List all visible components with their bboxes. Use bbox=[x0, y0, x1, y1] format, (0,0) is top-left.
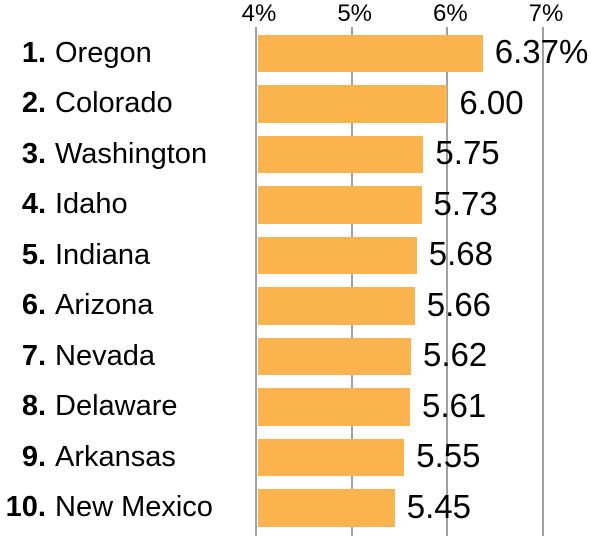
value-label: 6.00 bbox=[459, 83, 524, 121]
bar bbox=[258, 135, 424, 173]
value-label: 6.37% bbox=[494, 33, 589, 71]
axis-tick-label: 6% bbox=[432, 0, 468, 27]
bar bbox=[258, 287, 415, 325]
axis-tick-label: 5% bbox=[337, 0, 372, 27]
bar bbox=[258, 186, 422, 224]
axis-tick-label: 4% bbox=[241, 0, 277, 27]
gridline bbox=[350, 27, 353, 536]
state-name: Arkansas bbox=[55, 440, 176, 473]
state-name: Delaware bbox=[55, 390, 178, 423]
value-label: 5.68 bbox=[428, 235, 493, 273]
rank-number: 5. bbox=[21, 238, 46, 271]
state-name: New Mexico bbox=[55, 491, 213, 524]
row-label: 10. New Mexico bbox=[0, 489, 213, 527]
rank-number: 6. bbox=[21, 289, 46, 322]
rank-number: 9. bbox=[21, 440, 46, 473]
value-label: 5.61 bbox=[422, 386, 487, 424]
value-label: 5.45 bbox=[406, 487, 471, 525]
gridline bbox=[446, 27, 449, 536]
gridline bbox=[542, 27, 544, 536]
value-label: 5.62 bbox=[422, 336, 488, 374]
value-label: 5.73 bbox=[433, 184, 498, 222]
row-label: 2. Colorado bbox=[0, 85, 173, 123]
state-name: Indiana bbox=[55, 238, 151, 271]
rank-number: 10. bbox=[5, 491, 46, 524]
state-name: Arizona bbox=[55, 289, 154, 322]
row-label: 4. Idaho bbox=[0, 186, 128, 224]
rank-number: 3. bbox=[21, 137, 46, 170]
rank-number: 7. bbox=[21, 339, 46, 372]
row-label: 6. Arizona bbox=[0, 287, 154, 325]
bar bbox=[258, 337, 411, 375]
state-name: Colorado bbox=[55, 87, 173, 120]
row-label: 3. Washington bbox=[0, 136, 207, 174]
value-label: 5.66 bbox=[426, 285, 492, 323]
rank-number: 4. bbox=[21, 188, 46, 221]
value-label: 5.75 bbox=[435, 134, 500, 172]
bar bbox=[258, 85, 448, 123]
bar bbox=[258, 489, 395, 527]
bar bbox=[258, 438, 405, 476]
bar bbox=[258, 34, 483, 72]
row-label: 5. Indiana bbox=[0, 237, 150, 275]
rank-number: 1. bbox=[21, 36, 46, 69]
bar bbox=[258, 388, 411, 426]
row-label: 1. Oregon bbox=[0, 35, 152, 73]
state-name: Washington bbox=[55, 137, 208, 170]
value-label: 5.55 bbox=[416, 437, 481, 475]
state-name: Oregon bbox=[55, 36, 152, 69]
row-label: 8. Delaware bbox=[0, 388, 178, 426]
state-name: Nevada bbox=[55, 339, 155, 372]
axis-tick-label: 7% bbox=[528, 0, 564, 27]
gridline bbox=[255, 27, 257, 536]
row-label: 7. Nevada bbox=[0, 338, 155, 376]
rank-number: 2. bbox=[21, 87, 46, 120]
state-name: Idaho bbox=[55, 188, 128, 221]
bar bbox=[258, 236, 417, 274]
row-label: 9. Arkansas bbox=[0, 439, 176, 477]
rank-number: 8. bbox=[21, 390, 46, 423]
